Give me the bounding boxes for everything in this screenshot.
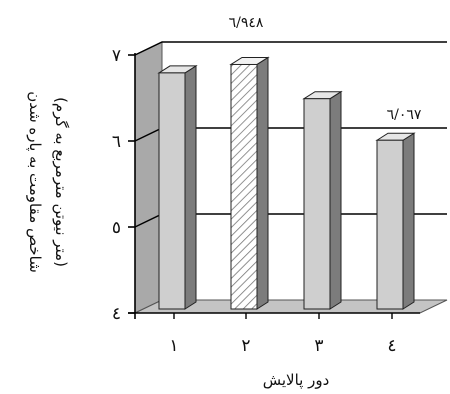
bar [302, 90, 343, 310]
bar-side [402, 132, 415, 310]
y-tick-label: ٥ [112, 218, 121, 238]
gridline [134, 41, 447, 56]
x-tick-label: ٤ [387, 336, 396, 356]
bar [375, 132, 416, 310]
bar [229, 56, 270, 310]
y-axis: ٤ ٥ ٦ ٧ [112, 46, 136, 324]
data-label: ٦/٩٤٨ [229, 15, 264, 31]
bars [157, 56, 416, 310]
bar-front [376, 139, 404, 310]
y-axis-title-line1: شاخص مقاومت به پاره شدن [25, 91, 44, 273]
bar-front [230, 63, 258, 310]
bar [157, 64, 198, 310]
x-tick-label: ٢ [241, 336, 250, 356]
bar-side [329, 90, 342, 310]
bar-side [184, 64, 197, 310]
bar-front [303, 98, 331, 310]
y-tick-label: ٤ [112, 304, 121, 324]
side-wall [134, 41, 163, 314]
y-tick-label: ٦ [112, 132, 121, 152]
x-tick-label: ٣ [314, 336, 323, 356]
data-labels: ٦/٩٤٨ ٦/٠٦٧ [229, 15, 422, 123]
y-axis-title-line2: (متر نیوتن مترمربع به گرم) [52, 97, 70, 267]
bar-front [158, 72, 186, 310]
y-tick-label: ٧ [112, 46, 121, 66]
x-axis: ١ ٢ ٣ ٤ [128, 312, 420, 356]
bar-side [256, 56, 269, 310]
data-label: ٦/٠٦٧ [387, 107, 422, 123]
x-tick-label: ١ [169, 336, 178, 356]
x-axis-title: دور پالایش [263, 371, 330, 390]
